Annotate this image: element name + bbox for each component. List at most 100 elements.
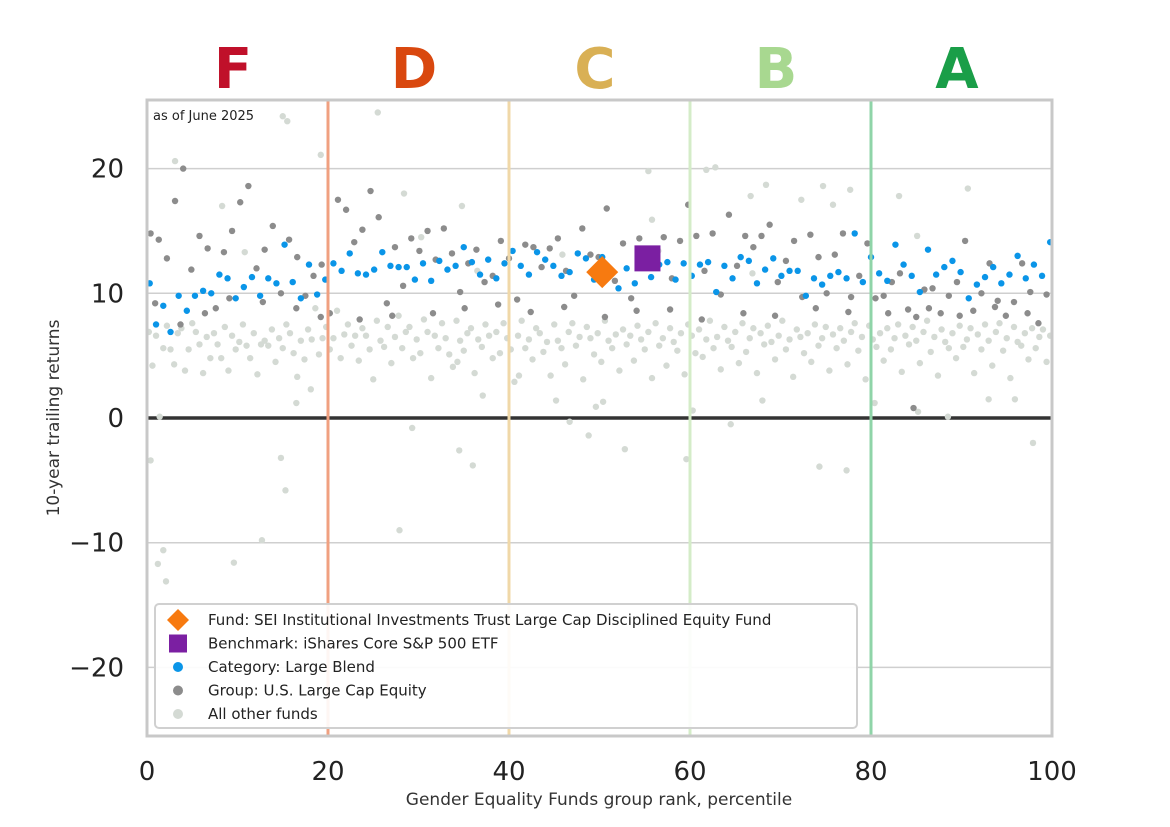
data-point xyxy=(330,334,337,342)
data-point xyxy=(493,275,500,282)
data-point xyxy=(914,408,922,415)
data-point xyxy=(793,326,800,333)
data-point xyxy=(192,328,200,336)
data-point xyxy=(456,288,464,296)
data-point xyxy=(683,455,690,463)
data-point xyxy=(175,292,182,299)
data-point xyxy=(359,226,366,233)
data-point xyxy=(199,287,207,294)
data-point xyxy=(552,397,560,404)
data-point xyxy=(605,337,612,344)
data-point xyxy=(1010,323,1018,331)
data-point xyxy=(239,321,247,328)
data-point xyxy=(436,257,443,265)
data-point xyxy=(250,330,257,337)
data-point xyxy=(666,325,674,332)
data-point xyxy=(418,233,425,241)
data-point xyxy=(579,225,586,232)
data-point xyxy=(1029,439,1037,447)
data-point xyxy=(656,342,663,349)
data-point xyxy=(637,336,645,343)
data-point xyxy=(530,243,537,251)
data-point xyxy=(634,322,641,329)
data-point xyxy=(963,336,971,343)
data-point xyxy=(815,342,822,349)
data-point xyxy=(356,316,363,323)
data-point xyxy=(829,331,837,338)
data-point xyxy=(727,421,734,428)
data-point xyxy=(989,362,996,369)
legend-series-marker xyxy=(173,709,183,719)
data-point xyxy=(782,257,790,265)
data-point xyxy=(212,305,219,312)
data-point xyxy=(174,330,181,337)
data-point xyxy=(585,432,592,439)
data-point xyxy=(835,268,842,276)
data-point xyxy=(896,270,904,277)
data-point xyxy=(317,313,324,321)
data-point xyxy=(243,342,250,349)
data-point xyxy=(913,313,920,321)
data-point xyxy=(183,307,191,314)
data-point xyxy=(304,326,312,333)
data-point xyxy=(598,358,605,366)
data-point xyxy=(374,109,381,116)
data-point xyxy=(162,578,170,585)
data-points xyxy=(145,109,1054,585)
data-point xyxy=(932,271,940,278)
data-point xyxy=(536,330,543,337)
data-point xyxy=(473,246,480,253)
data-point xyxy=(551,321,558,328)
data-point xyxy=(479,392,486,399)
data-point xyxy=(996,320,1003,327)
data-point xyxy=(709,230,716,237)
data-point xyxy=(663,362,670,369)
data-point xyxy=(147,457,154,464)
y-tick-label: 0 xyxy=(107,404,124,434)
data-point xyxy=(956,312,963,319)
data-point xyxy=(764,322,772,329)
data-point xyxy=(1032,344,1039,352)
data-point xyxy=(154,560,162,568)
data-point xyxy=(745,257,753,265)
data-point xyxy=(833,344,840,352)
data-point xyxy=(729,275,736,282)
data-point xyxy=(254,371,261,378)
data-point xyxy=(282,487,289,494)
data-point xyxy=(771,312,779,319)
data-point xyxy=(293,305,300,312)
data-point xyxy=(180,165,187,172)
data-point xyxy=(456,447,463,454)
data-point xyxy=(770,255,777,262)
data-point xyxy=(460,243,467,251)
data-point xyxy=(703,166,710,174)
data-point xyxy=(945,292,953,299)
y-axis-label: 10-year trailing returns xyxy=(44,319,64,516)
data-point xyxy=(546,245,553,252)
data-point xyxy=(810,275,818,282)
data-point xyxy=(611,277,619,285)
data-point xyxy=(1038,272,1046,280)
data-point xyxy=(934,372,942,379)
data-point xyxy=(427,374,435,382)
data-point xyxy=(819,182,827,190)
data-point xyxy=(501,260,508,267)
data-point xyxy=(272,358,279,366)
data-point xyxy=(281,241,288,248)
data-point xyxy=(916,288,924,296)
data-point xyxy=(693,232,700,240)
data-point xyxy=(240,283,248,291)
data-point xyxy=(967,325,974,332)
data-point xyxy=(621,445,629,453)
data-point xyxy=(469,462,476,469)
data-point xyxy=(279,344,286,352)
data-point xyxy=(185,346,192,353)
data-point xyxy=(847,293,855,301)
data-point xyxy=(438,320,446,327)
data-point xyxy=(630,357,638,364)
data-point xyxy=(493,328,500,336)
data-point xyxy=(290,349,297,357)
data-point xyxy=(758,232,765,240)
data-point xyxy=(981,321,989,328)
data-point xyxy=(301,356,308,363)
